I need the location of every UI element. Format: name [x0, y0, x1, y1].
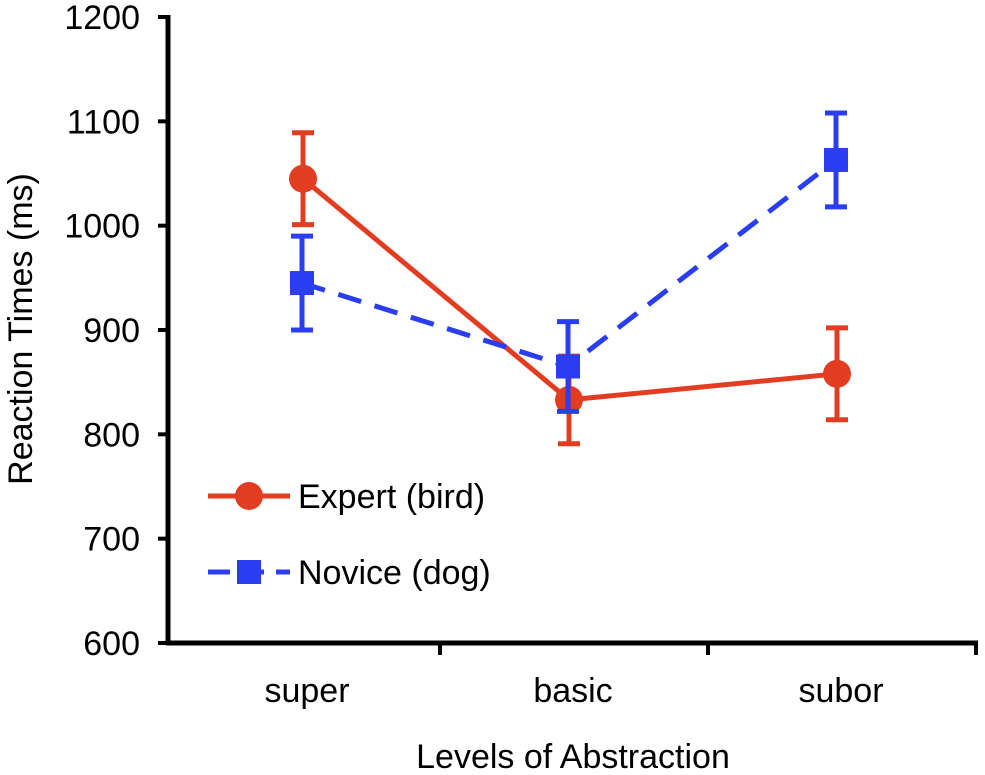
legend: Expert (bird) Novice (dog) [208, 478, 491, 592]
y-ticks: 600 700 800 900 1000 1100 1200 [64, 0, 168, 663]
y-tick-label: 1100 [67, 103, 140, 141]
legend-label: Novice (dog) [298, 554, 491, 592]
series-novice [290, 110, 848, 414]
x-tick-label: basic [533, 672, 612, 710]
data-point [289, 164, 317, 193]
legend-marker [235, 482, 263, 510]
data-point [823, 359, 851, 388]
data-point [824, 147, 848, 172]
x-tick-label: super [264, 672, 349, 710]
legend-marker [237, 560, 261, 584]
y-tick-label: 600 [83, 625, 140, 663]
legend-label: Expert (bird) [298, 478, 485, 516]
series-layer [289, 110, 851, 447]
y-tick-label: 1200 [64, 0, 140, 37]
y-axis-title: Reaction Times (ms) [2, 173, 40, 485]
y-tick-label: 1000 [64, 208, 140, 246]
y-tick-label: 800 [83, 416, 140, 454]
x-axis-title: Levels of Abstraction [416, 738, 730, 775]
x-tick-label: subor [798, 672, 883, 710]
data-point [556, 354, 580, 379]
data-point [290, 271, 314, 296]
y-tick-label: 900 [83, 312, 140, 350]
x-ticks: super basic subor [264, 643, 978, 710]
y-tick-label: 700 [83, 521, 140, 559]
